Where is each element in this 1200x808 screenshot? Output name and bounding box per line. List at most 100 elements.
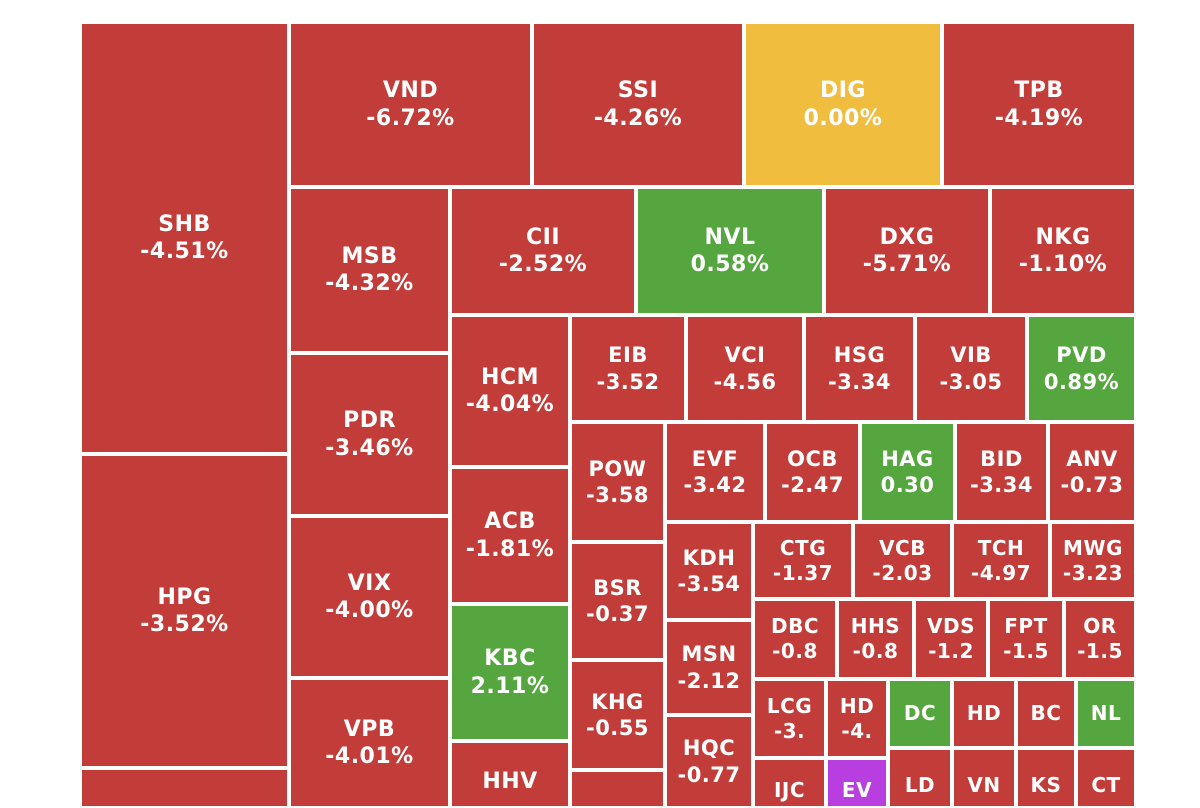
tile-symbol: BC: [1030, 701, 1062, 725]
treemap-tile[interactable]: TCH -4.97: [952, 522, 1050, 599]
treemap-tile[interactable]: EV: [826, 758, 888, 808]
tile-symbol: MWG: [1063, 535, 1123, 560]
tile-symbol: EIB: [608, 343, 648, 368]
treemap-tile[interactable]: HQC -0.77: [665, 715, 753, 808]
treemap-tile[interactable]: HSG -3.34: [804, 315, 915, 422]
tile-change-percent: 2.11%: [470, 673, 550, 699]
treemap-tile[interactable]: LD: [888, 748, 952, 808]
tile-change-percent: 0.58%: [690, 252, 770, 277]
tile-change-percent: -0.77: [677, 762, 741, 787]
treemap-tile[interactable]: VN: [952, 748, 1016, 808]
treemap-tile[interactable]: FPT -1.5: [988, 599, 1064, 679]
tile-symbol: SSI: [617, 78, 659, 103]
treemap-tile[interactable]: CTG -1.37: [753, 522, 853, 599]
treemap-tile[interactable]: MSB -4.32%: [289, 187, 450, 353]
tile-symbol: KDH: [682, 545, 736, 570]
tile-symbol: NVL: [704, 224, 756, 250]
treemap-tile[interactable]: NL: [1076, 679, 1136, 748]
tile-symbol: HPG: [157, 584, 212, 610]
treemap-tile[interactable]: VIX -4.00%: [289, 516, 450, 678]
treemap-tile[interactable]: MSN -2.12: [665, 620, 753, 715]
treemap-tile[interactable]: SHB -4.51%: [80, 22, 289, 454]
tile-symbol: DXG: [879, 224, 935, 250]
treemap-tile[interactable]: ANV -0.73: [1048, 422, 1136, 522]
treemap-tile[interactable]: POW -3.58: [570, 422, 665, 542]
treemap-tile[interactable]: CT: [1076, 748, 1136, 808]
treemap-tile[interactable]: PDR -3.46%: [289, 353, 450, 516]
treemap-tile[interactable]: BC: [1016, 679, 1076, 748]
treemap-tile[interactable]: SSI -4.26%: [532, 22, 744, 187]
treemap-tile[interactable]: [570, 770, 665, 808]
treemap-tile[interactable]: BID -3.34: [955, 422, 1048, 522]
tile-change-percent: 0.30: [880, 473, 935, 497]
tile-symbol: OCB: [787, 446, 838, 471]
treemap-tile[interactable]: HPG -3.52%: [80, 454, 289, 768]
tile-symbol: EVF: [691, 446, 739, 471]
treemap-tile[interactable]: NVL 0.58%: [636, 187, 824, 315]
tile-symbol: ACB: [484, 509, 536, 534]
tile-symbol: FPT: [1004, 614, 1048, 638]
tile-change-percent: -1.10%: [1018, 252, 1108, 277]
treemap-tile[interactable]: TPB -4.19%: [942, 22, 1136, 187]
treemap-tile[interactable]: VIB -3.05: [915, 315, 1027, 422]
tile-change-percent: -2.47: [780, 473, 845, 497]
treemap-tile[interactable]: EIB -3.52: [570, 315, 686, 422]
tile-change-percent: -2.52%: [498, 252, 588, 277]
treemap-tile[interactable]: HAG 0.30: [860, 422, 955, 522]
tile-change-percent: -3.46%: [325, 435, 414, 461]
tile-symbol: LCG: [766, 693, 813, 718]
treemap-tile[interactable]: MWG -3.23: [1050, 522, 1136, 599]
treemap-tile[interactable]: VDS -1.2: [914, 599, 988, 679]
treemap-tile[interactable]: VCB -2.03: [853, 522, 952, 599]
tile-change-percent: -4.56: [713, 369, 777, 394]
treemap-tile[interactable]: DXG -5.71%: [824, 187, 990, 315]
tile-symbol: HAG: [881, 446, 934, 471]
treemap-tile[interactable]: PVD 0.89%: [1027, 315, 1136, 422]
tile-change-percent: -3.52%: [140, 612, 229, 637]
treemap-tile[interactable]: DC: [888, 679, 952, 748]
tile-symbol: CTG: [779, 535, 827, 560]
treemap-tile[interactable]: HCM -4.04%: [450, 315, 570, 467]
treemap-tile[interactable]: DIG 0.00%: [744, 22, 942, 187]
treemap-tile[interactable]: KS: [1016, 748, 1076, 808]
tile-change-percent: -0.8: [772, 639, 818, 663]
tile-symbol: NL: [1090, 701, 1122, 725]
treemap-tile[interactable]: VCI -4.56: [686, 315, 804, 422]
tile-change-percent: -3.05: [939, 369, 1003, 394]
treemap-tile[interactable]: KHG -0.55: [570, 660, 665, 770]
treemap-tile[interactable]: BSR -0.37: [570, 542, 665, 660]
tile-change-percent: -2.12: [677, 668, 741, 693]
treemap-tile[interactable]: IJC: [753, 758, 826, 808]
tile-symbol: HD: [839, 693, 875, 718]
treemap-tile[interactable]: NKG -1.10%: [990, 187, 1136, 315]
treemap-tile[interactable]: KDH -3.54: [665, 522, 753, 620]
tile-change-percent: -4.00%: [325, 598, 414, 623]
treemap-tile[interactable]: CII -2.52%: [450, 187, 636, 315]
treemap-tile[interactable]: HHV: [450, 741, 570, 808]
treemap-tile[interactable]: [80, 768, 289, 808]
treemap-tile[interactable]: HD -4.: [826, 679, 888, 758]
tile-symbol: HD: [966, 701, 1002, 725]
treemap-tile[interactable]: DBC -0.8: [753, 599, 837, 679]
tile-symbol: BID: [980, 446, 1023, 471]
treemap-tile[interactable]: OCB -2.47: [765, 422, 860, 522]
tile-symbol: PVD: [1056, 343, 1107, 368]
treemap-tile[interactable]: HHS -0.8: [837, 599, 914, 679]
tile-symbol: HSG: [833, 343, 886, 368]
treemap-tile[interactable]: KBC 2.11%: [450, 604, 570, 741]
tile-change-percent: -3.54: [677, 572, 741, 596]
tile-symbol: HHS: [850, 614, 901, 638]
treemap-tile[interactable]: VPB -4.01%: [289, 678, 450, 808]
tile-change-percent: -0.73: [1060, 473, 1124, 497]
treemap-tile[interactable]: LCG -3.: [753, 679, 826, 758]
tile-change-percent: -4.97: [970, 560, 1032, 585]
tile-change-percent: -1.5: [1003, 639, 1049, 663]
treemap-tile[interactable]: OR -1.5: [1064, 599, 1136, 679]
tile-change-percent: -1.81%: [465, 536, 555, 562]
treemap-tile[interactable]: VND -6.72%: [289, 22, 532, 187]
treemap-tile[interactable]: ACB -1.81%: [450, 467, 570, 604]
tile-symbol: MSB: [341, 243, 398, 269]
treemap-tile[interactable]: EVF -3.42: [665, 422, 765, 522]
treemap-tile[interactable]: HD: [952, 679, 1016, 748]
tile-symbol: DIG: [819, 78, 866, 103]
